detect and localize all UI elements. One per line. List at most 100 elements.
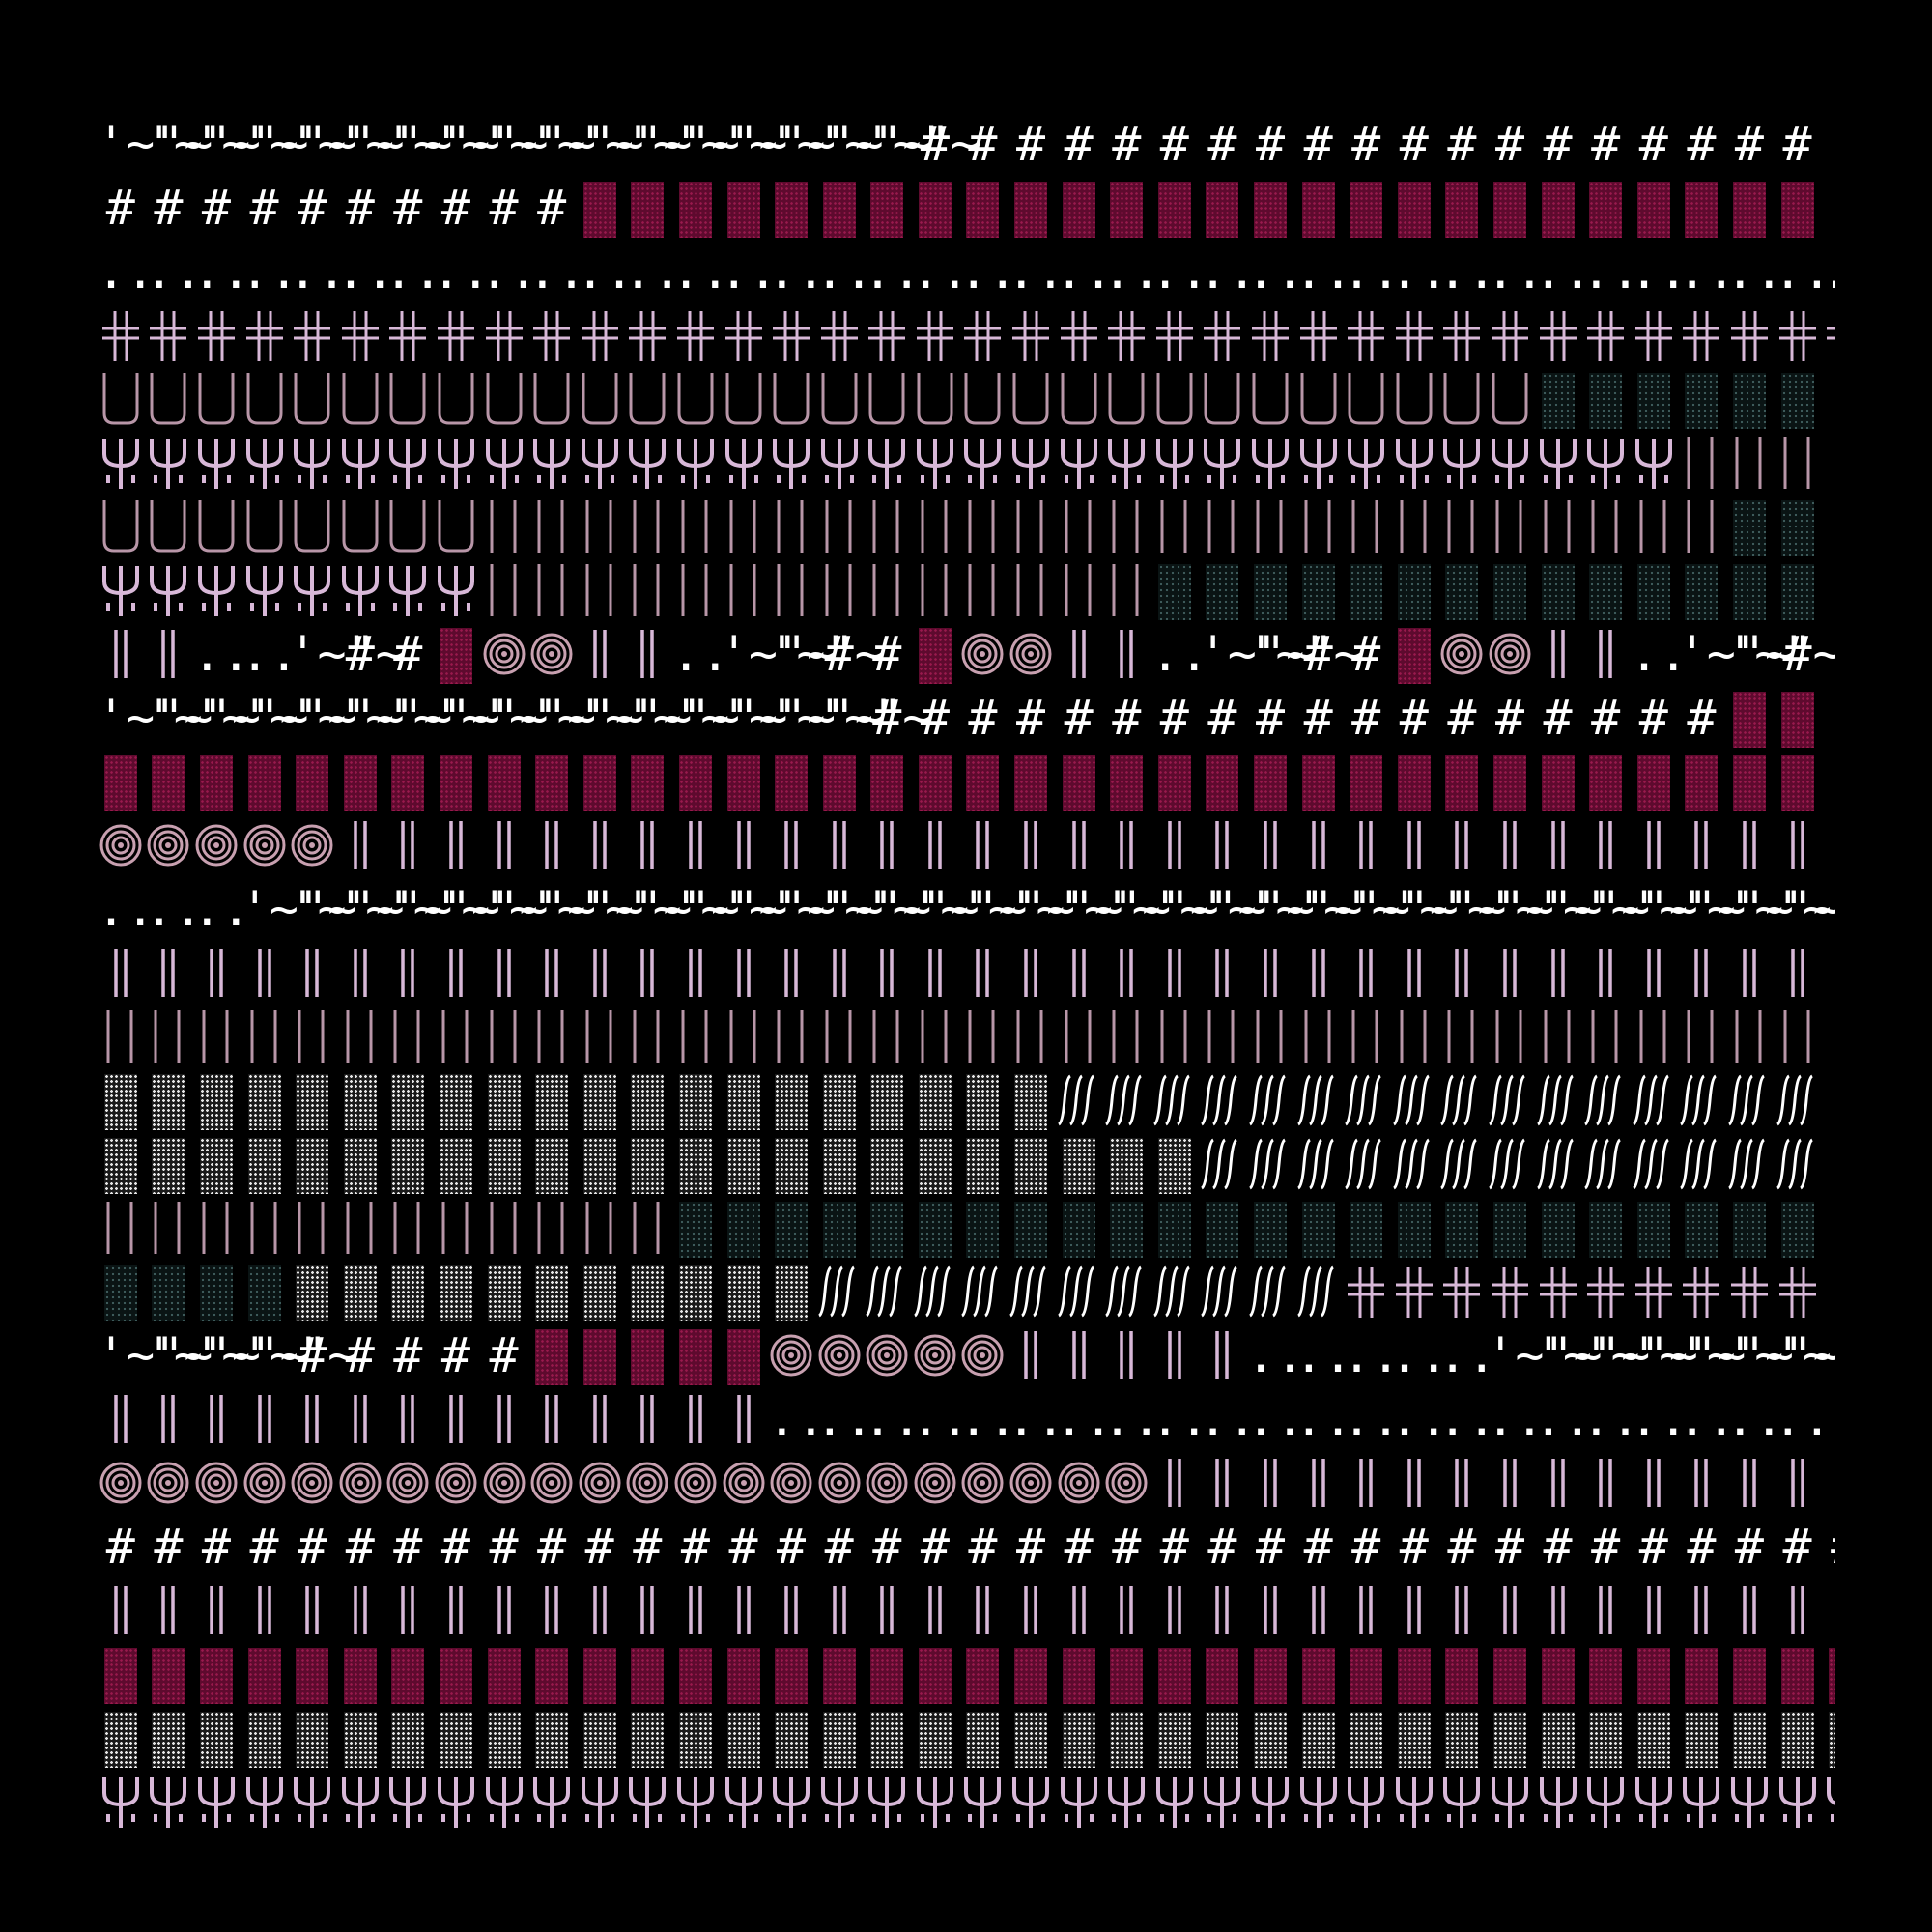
- hash-glyph: #: [345, 1327, 375, 1383]
- hash-glyph: #: [1016, 116, 1046, 172]
- icon-cell: [671, 815, 720, 879]
- dotted-block-icon: [1254, 1712, 1288, 1768]
- glyph-run: ....: [192, 624, 298, 688]
- glyph-run: # # # # # # # # # # # # # # # # # #: [864, 688, 1726, 752]
- tall-bars-icon: [1447, 1010, 1474, 1063]
- tall-bars-icon: [441, 1010, 469, 1063]
- fork-icon: [916, 1777, 953, 1828]
- double-bar-icon: [161, 630, 176, 678]
- dots-glyph: ..: [1437, 1327, 1496, 1383]
- tilde-glyph: '~"~: [1486, 1327, 1603, 1383]
- dotted-block-icon: [1541, 1202, 1575, 1258]
- tilde-glyph: '~"~: [767, 690, 884, 746]
- target-icon: [195, 824, 238, 867]
- icon-cell: [1055, 1453, 1103, 1517]
- glyph-row: [97, 1007, 1835, 1070]
- dots-glyph: ..: [958, 1391, 1017, 1447]
- tall-bars-icon: [154, 1202, 181, 1254]
- dotted-block-icon: [775, 1202, 809, 1258]
- icon-cell: [480, 1007, 528, 1070]
- fork-icon: [1108, 1777, 1146, 1828]
- integral-icon: [1345, 1074, 1382, 1126]
- dotted-block-icon: [1780, 373, 1814, 429]
- icon-cell: [1534, 943, 1582, 1007]
- dotted-block-icon: [631, 755, 665, 811]
- fork-icon: [1012, 1777, 1050, 1828]
- u-shape-icon: [917, 373, 953, 425]
- dots-glyph: ..: [623, 243, 682, 299]
- icon-cell: [1821, 1772, 1835, 1835]
- u-shape-icon: [198, 500, 235, 553]
- tilde-glyph: '~"~: [97, 1327, 213, 1383]
- icon-cell: [1438, 943, 1487, 1007]
- icon-cell: [1486, 1262, 1534, 1325]
- target-icon: [530, 1462, 573, 1504]
- hash-glyph: #: [1159, 1519, 1189, 1575]
- hash-glyph: #: [1303, 1519, 1333, 1575]
- dotted-block-icon: [1732, 1202, 1766, 1258]
- icon-cell: [864, 1453, 912, 1517]
- tall-bars-icon: [921, 1010, 948, 1063]
- tall-bars-icon: [825, 564, 852, 616]
- icon-cell: [1438, 305, 1487, 369]
- dotted-block-icon: [1206, 182, 1239, 238]
- dotted-block-icon: [487, 755, 521, 811]
- icon-cell: [624, 1389, 672, 1453]
- tilde-glyph: '~"~: [1725, 881, 1835, 937]
- double-bar-icon: [257, 1586, 271, 1634]
- hash-glyph: #: [1399, 690, 1429, 746]
- hash-glyph: #: [968, 1519, 998, 1575]
- tall-bars-icon: [777, 500, 804, 553]
- fork-icon: [150, 1777, 187, 1828]
- u-shape-icon: [198, 373, 235, 425]
- integral-icon: [1680, 1074, 1718, 1126]
- icon-cell: [145, 624, 193, 688]
- tall-bars-icon: [633, 500, 660, 553]
- tilde-glyph: '~"~: [1390, 881, 1507, 937]
- icon-cell: [192, 1772, 241, 1835]
- dotted-block-icon: [678, 1074, 712, 1130]
- tall-bars-icon: [1160, 500, 1187, 553]
- tilde-glyph: '~"~: [288, 116, 405, 172]
- icon-cell: [1390, 1070, 1438, 1134]
- icon-cell: [1007, 497, 1055, 560]
- double-bar-icon: [1790, 949, 1804, 997]
- icon-cell: [480, 1453, 528, 1517]
- icon-cell: [1390, 305, 1438, 369]
- double-bar-icon: [1120, 949, 1134, 997]
- cross-icon: [1539, 311, 1577, 361]
- integral-icon: [1440, 1138, 1478, 1190]
- icon-cell: [241, 1389, 289, 1453]
- double-bar-icon: [592, 1586, 607, 1634]
- icon-cell: [192, 560, 241, 624]
- icon-cell: [1055, 1070, 1103, 1134]
- icon-cell: [145, 943, 193, 1007]
- tall-bars-icon: [872, 500, 899, 553]
- icon-cell: [1486, 815, 1534, 879]
- glyph-run: [97, 560, 480, 624]
- icon-cell: [1774, 1070, 1822, 1134]
- dotted-block-icon: [1732, 182, 1766, 238]
- dotted-block-icon: [1685, 1202, 1719, 1258]
- dotted-block-icon: [775, 755, 809, 811]
- icon-cell: [1151, 815, 1199, 879]
- glyph-row: [97, 1644, 1835, 1708]
- double-bar-icon: [880, 1586, 895, 1634]
- icon-cell: [1725, 1772, 1774, 1835]
- icon-cell: [288, 1007, 336, 1070]
- icon-cell: [1294, 943, 1343, 1007]
- double-bar-icon: [1550, 949, 1565, 997]
- dots-glyph: ..: [97, 243, 156, 299]
- icon-cell: [1534, 1262, 1582, 1325]
- icon-cell: [1007, 369, 1055, 433]
- glyph-run: ........................................…: [97, 242, 1835, 305]
- tall-bars-icon: [1351, 500, 1378, 553]
- tilde-glyph: '~"~: [767, 116, 884, 172]
- dotted-block-icon: [296, 1265, 329, 1321]
- dotted-block-icon: [1014, 1648, 1048, 1704]
- fork-icon: [1778, 1777, 1816, 1828]
- tall-bars-icon: [250, 1202, 277, 1254]
- fork-icon: [150, 439, 187, 489]
- cross-icon: [1539, 1267, 1577, 1318]
- icon-cell: [241, 497, 289, 560]
